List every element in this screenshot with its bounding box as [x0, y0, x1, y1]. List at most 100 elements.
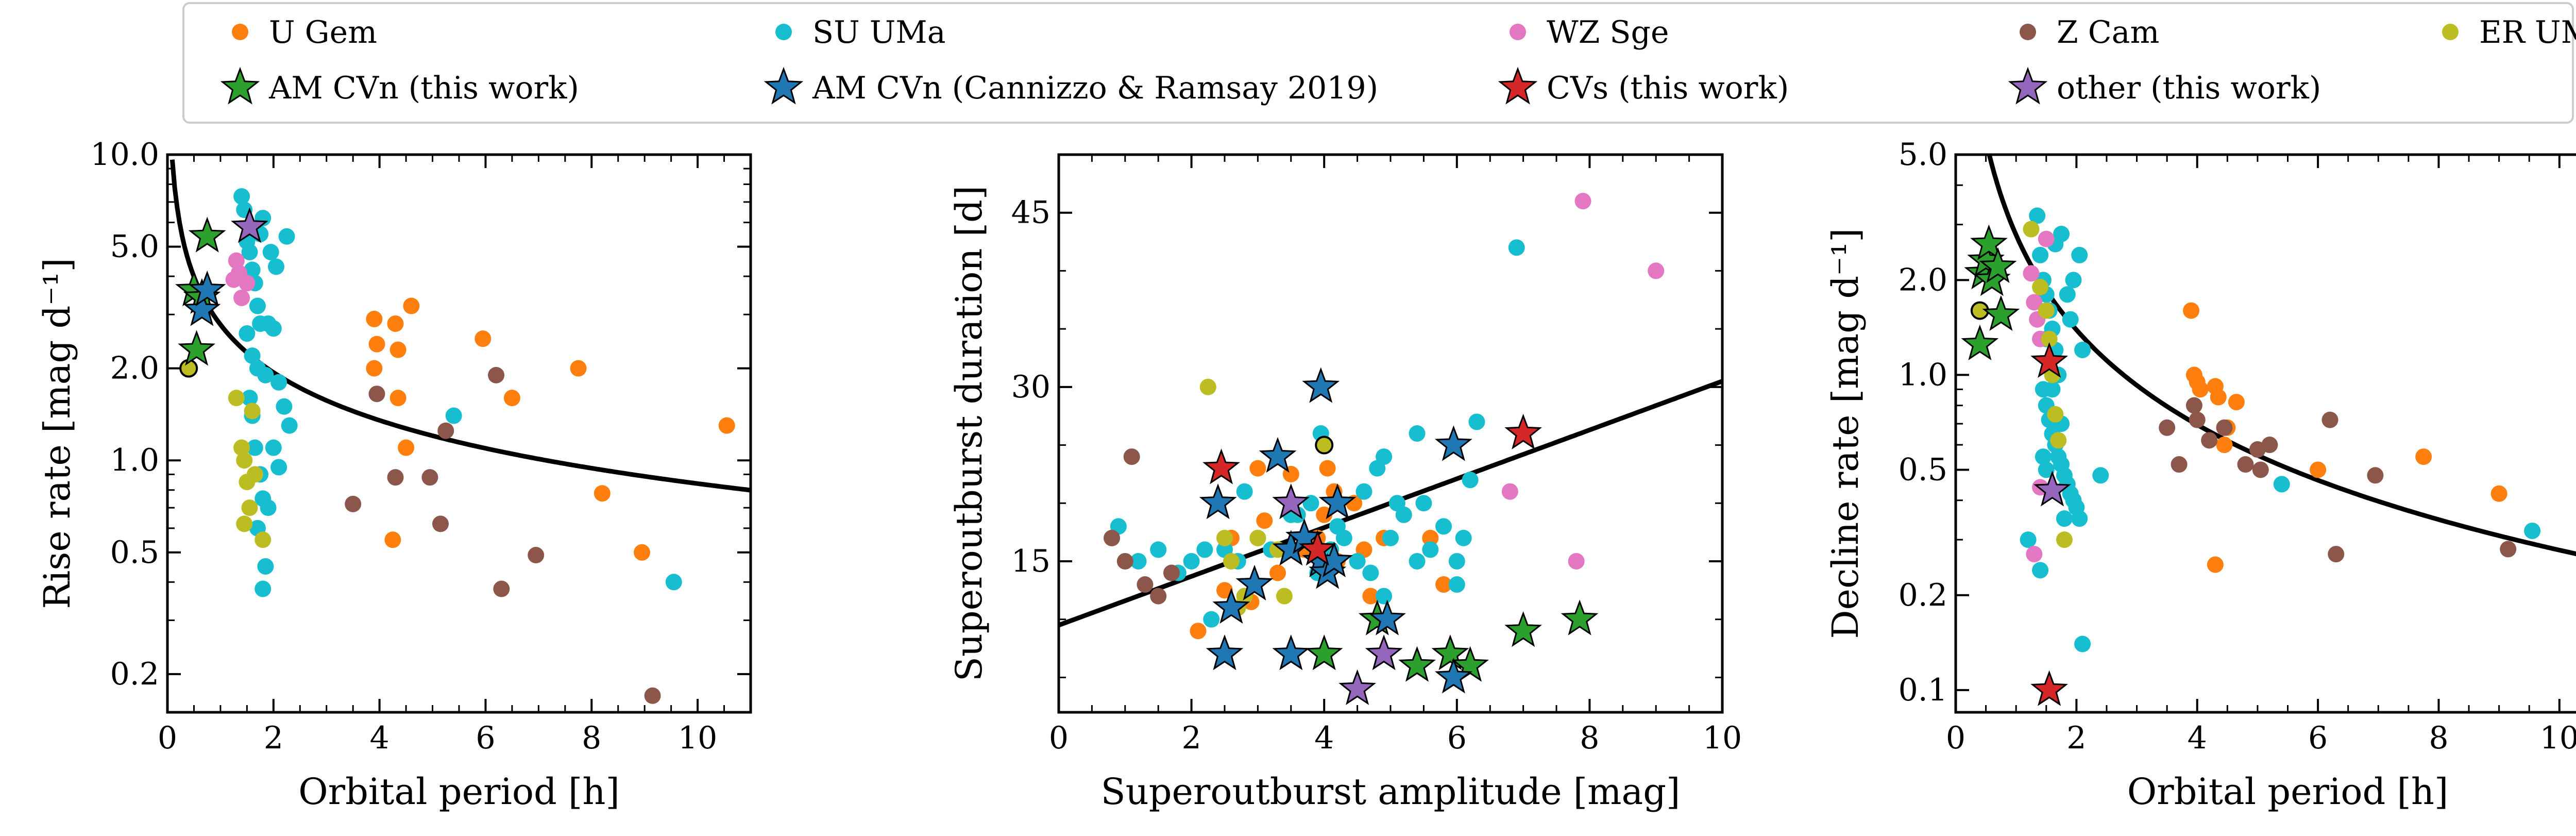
x-tick-label: 0 — [1049, 720, 1069, 756]
x-tick-label: 0 — [158, 720, 177, 756]
data-point — [1163, 564, 1180, 581]
data-point — [1349, 553, 1366, 570]
data-point-star — [1302, 367, 1340, 403]
data-point — [267, 258, 284, 275]
data-point — [2056, 531, 2073, 548]
data-point — [1236, 483, 1253, 500]
data-point — [270, 459, 287, 476]
data-point — [2261, 437, 2278, 454]
x-axis-label: Orbital period [h] — [298, 771, 620, 813]
y-tick-label: 45 — [1011, 195, 1050, 231]
data-point — [2074, 636, 2091, 653]
data-point-star — [2033, 471, 2071, 507]
x-tick-label: 2 — [264, 720, 283, 756]
y-tick-label: 2.0 — [110, 350, 159, 387]
data-point — [241, 390, 258, 407]
data-point — [2044, 381, 2061, 398]
data-point — [1203, 611, 1220, 628]
data-point — [2047, 406, 2064, 423]
x-tick-label: 6 — [1447, 720, 1467, 756]
data-point — [2062, 311, 2079, 328]
data-point-star — [1298, 530, 1336, 566]
data-point-star — [178, 330, 215, 366]
legend-su-uma-label: SU UMa — [812, 14, 946, 51]
superoutburst-duration-panel: 0 2 4 6 8 10 15 30 45 Superoutburst amplitude [ma… — [948, 153, 1742, 813]
data-point — [241, 499, 258, 516]
data-point-star — [1504, 611, 1542, 647]
series-su-uma — [2020, 207, 2541, 653]
y-axis-label: Decline rate [mag d⁻¹] — [1824, 228, 1867, 639]
data-point — [437, 422, 454, 439]
data-point — [2328, 546, 2345, 563]
series-other-this-work — [1272, 483, 1403, 705]
data-point — [1335, 529, 1352, 546]
data-point — [2023, 221, 2040, 238]
data-point — [403, 297, 420, 314]
data-point-star — [1970, 224, 2008, 260]
data-point — [389, 390, 406, 407]
data-point-star — [1561, 599, 1599, 636]
data-point — [1190, 623, 1207, 640]
data-point — [1448, 553, 1465, 570]
series-u-gem — [366, 297, 735, 561]
x-tick-label: 6 — [476, 720, 495, 756]
data-point — [2038, 230, 2055, 247]
data-point — [1448, 576, 1465, 593]
y-tick-label: 30 — [1011, 369, 1050, 405]
x-tick-label: 4 — [2188, 720, 2207, 756]
legend-cvs-this-work-marker — [1498, 66, 1538, 105]
x-tick-label: 2 — [2066, 720, 2086, 756]
data-point — [1199, 378, 1216, 395]
data-point — [2159, 419, 2176, 436]
x-tick-label: 0 — [1946, 720, 1965, 756]
data-point — [503, 390, 520, 407]
y-tick-label: 1.0 — [110, 442, 159, 478]
data-point — [366, 310, 383, 327]
data-point — [2032, 246, 2049, 263]
data-point — [236, 515, 253, 532]
data-point-star — [1431, 634, 1469, 671]
data-point — [1468, 413, 1485, 430]
data-point — [1362, 588, 1379, 605]
series-am-cvn-this-work — [1961, 224, 2020, 361]
data-point — [265, 439, 282, 456]
data-point — [387, 469, 404, 486]
data-point — [1462, 472, 1479, 489]
data-point-star — [2030, 342, 2069, 378]
data-point-star — [1982, 295, 2020, 331]
data-point — [2050, 432, 2067, 449]
data-point — [634, 544, 651, 561]
data-point — [2074, 341, 2091, 358]
data-point — [249, 297, 266, 314]
series-wz-sge — [1501, 193, 1665, 570]
data-point-star — [1398, 646, 1436, 682]
legend-other-this-work-marker — [2008, 66, 2048, 105]
data-point — [644, 687, 661, 704]
data-point — [1395, 506, 1412, 523]
legend-er-uma-label: ER UMa — [2479, 14, 2576, 51]
data-point — [233, 188, 250, 205]
data-point — [244, 261, 261, 278]
data-point-star — [1305, 634, 1343, 671]
data-point-star — [1365, 634, 1403, 671]
data-point — [2023, 265, 2040, 282]
y-tick-label: 5.0 — [1899, 137, 1947, 173]
data-point — [2035, 448, 2052, 465]
data-point — [1508, 239, 1525, 256]
data-point — [241, 244, 258, 261]
data-point — [2171, 456, 2188, 473]
data-point — [281, 417, 298, 434]
data-point — [488, 366, 505, 383]
data-point-star — [1272, 634, 1310, 671]
data-point — [1376, 588, 1393, 605]
data-point — [1409, 425, 1426, 442]
x-tick-label: 2 — [1182, 720, 1201, 756]
data-point — [244, 347, 261, 364]
series-am-cvn-cannizzo-ramsay-2019 — [183, 270, 226, 326]
data-point — [2252, 461, 2269, 478]
legend-er-uma-marker — [2442, 24, 2459, 40]
data-point-star — [1199, 483, 1237, 520]
data-point — [2032, 278, 2049, 295]
data-point — [244, 403, 261, 420]
